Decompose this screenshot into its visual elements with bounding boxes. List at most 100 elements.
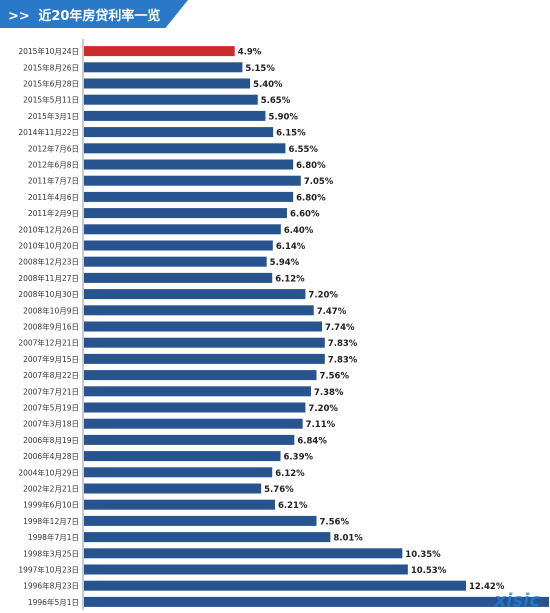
category-label: 2008年9月16日 xyxy=(23,322,79,332)
value-label: 6.80% xyxy=(296,193,326,203)
category-label: 1996年8月23日 xyxy=(23,581,79,591)
value-label: 6.55% xyxy=(288,145,318,155)
rate-bar xyxy=(84,110,266,121)
value-label: 7.20% xyxy=(308,404,338,414)
value-label: 6.80% xyxy=(296,161,326,171)
category-label: 2015年6月28日 xyxy=(23,79,79,89)
title-banner xyxy=(0,0,188,28)
category-label: 2010年12月26日 xyxy=(18,224,79,234)
category-label: 2007年12月21日 xyxy=(18,338,79,348)
rate-bar xyxy=(84,499,275,510)
rate-bar xyxy=(84,191,294,202)
category-label: 1998年7月1日 xyxy=(28,532,79,542)
value-label: 5.94% xyxy=(270,258,300,268)
rate-bar xyxy=(84,321,323,332)
value-label: 6.40% xyxy=(284,226,314,236)
value-label: 6.14% xyxy=(276,242,306,252)
rate-bar xyxy=(84,256,267,267)
category-label: 2007年8月22日 xyxy=(23,370,79,380)
rate-bar xyxy=(84,94,258,105)
rate-bar xyxy=(84,62,243,73)
category-label: 2002年2月21日 xyxy=(23,484,79,494)
page-title: >> 近20年房贷利率一览 xyxy=(8,5,160,24)
value-label: 12.42% xyxy=(469,582,505,592)
category-label: 1996年5月1日 xyxy=(28,597,79,607)
value-label: 6.84% xyxy=(297,436,327,446)
rate-bar xyxy=(84,548,403,559)
category-label: 2008年11月27日 xyxy=(18,273,79,283)
value-label: 7.05% xyxy=(304,177,334,187)
category-label: 2011年4月6日 xyxy=(28,192,79,202)
category-label: 2007年9月15日 xyxy=(23,354,79,364)
rate-bar xyxy=(84,337,325,348)
rate-bar xyxy=(84,564,408,575)
category-label: 2015年8月26日 xyxy=(23,62,79,72)
category-label: 2015年10月24日 xyxy=(18,46,79,56)
category-label: 2008年10月30日 xyxy=(18,289,79,299)
category-label: 1997年10月23日 xyxy=(18,565,79,575)
value-label: 6.60% xyxy=(290,210,320,220)
value-label: 8.01% xyxy=(333,534,363,544)
rate-bar xyxy=(84,78,251,89)
value-label: 10.35% xyxy=(405,550,441,560)
rate-bar xyxy=(84,580,466,591)
rate-bar xyxy=(84,272,273,283)
value-label: 5.90% xyxy=(268,112,298,122)
rate-bar xyxy=(84,532,331,543)
category-label: 1998年12月7日 xyxy=(23,516,79,526)
value-label: 5.76% xyxy=(264,485,294,495)
value-label: 6.21% xyxy=(278,501,308,511)
category-label: 2010年10月20日 xyxy=(18,241,79,251)
value-label: 7.74% xyxy=(325,323,355,333)
rate-bar xyxy=(84,596,549,607)
rate-bar xyxy=(84,353,325,364)
category-label: 2007年3月18日 xyxy=(23,419,79,429)
rate-bar xyxy=(84,159,294,170)
rate-bar xyxy=(84,175,301,186)
value-label: 7.20% xyxy=(308,291,338,301)
value-label: 7.56% xyxy=(320,517,350,527)
rate-bar xyxy=(84,127,274,138)
value-label: 10.53% xyxy=(411,566,447,576)
value-label: 6.12% xyxy=(275,469,305,479)
category-label: 2006年8月19日 xyxy=(23,435,79,445)
category-label: 2014年11月22日 xyxy=(18,127,79,137)
value-label: 6.12% xyxy=(275,274,305,284)
rate-bar xyxy=(84,467,273,478)
rate-bar xyxy=(84,418,303,429)
value-label: 5.40% xyxy=(253,80,283,90)
value-label: 7.83% xyxy=(328,355,358,365)
rate-bar xyxy=(84,305,314,316)
rate-bar xyxy=(84,483,262,494)
category-label: 2015年3月1日 xyxy=(28,111,79,121)
rate-bar xyxy=(84,370,317,381)
value-label: 7.83% xyxy=(328,339,358,349)
title-arrow-icon: >> xyxy=(8,9,30,24)
category-label: 2015年5月11日 xyxy=(23,95,79,105)
rate-bar xyxy=(84,402,306,413)
value-label: 7.56% xyxy=(320,372,350,382)
category-label: 2006年4月28日 xyxy=(23,451,79,461)
category-label: 2007年7月21日 xyxy=(23,386,79,396)
rate-bar xyxy=(84,434,295,445)
rate-bar xyxy=(84,240,273,251)
chart-title: 近20年房贷利率一览 xyxy=(38,9,161,24)
value-label: 4.9% xyxy=(238,48,262,58)
value-label: 5.65% xyxy=(261,96,291,106)
rate-bar xyxy=(84,143,286,154)
category-label: 2007年5月19日 xyxy=(23,403,79,413)
category-label: 2008年12月23日 xyxy=(18,257,79,267)
rate-bar xyxy=(84,386,311,397)
value-label: 6.15% xyxy=(276,129,306,139)
category-label: 2011年2月9日 xyxy=(28,208,79,218)
watermark: xisic xyxy=(494,590,540,611)
rate-bar xyxy=(84,451,281,462)
category-label: 1999年6月10日 xyxy=(23,500,79,510)
rate-bar xyxy=(84,208,287,219)
value-label: 6.39% xyxy=(284,453,314,463)
rate-bar xyxy=(84,224,281,235)
value-label: 5.15% xyxy=(245,64,275,74)
category-label: 2004年10月29日 xyxy=(18,467,79,477)
value-label: 7.47% xyxy=(317,307,347,317)
